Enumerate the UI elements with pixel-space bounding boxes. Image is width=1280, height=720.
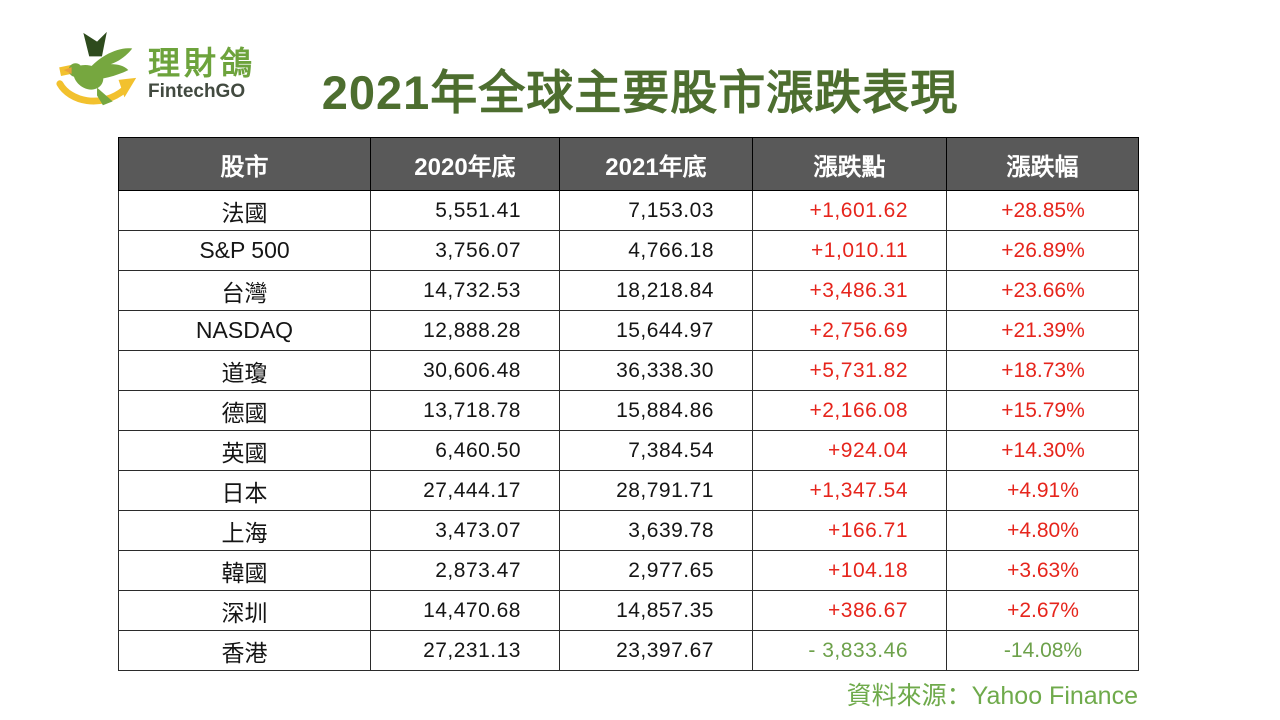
table-row: 道瓊 30,606.48 36,338.30 +5,731.82 +18.73% [118,350,1139,391]
change-pct-value: +2.67% [946,590,1139,631]
change-pct-value: +4.80% [946,510,1139,551]
table-row: 日本 27,444.17 28,791.71 +1,347.54 +4.91% [118,470,1139,511]
market-name: 香港 [118,630,371,671]
change-points-value: +386.67 [752,590,947,631]
brand-name-en: FintechGO [148,81,246,103]
end2020-value: 27,231.13 [370,630,560,671]
end2020-value: 3,473.07 [370,510,560,551]
table-header-row: 股市 2020年底 2021年底 漲跌點 漲跌幅 [118,137,1139,191]
end2021-value: 3,639.78 [559,510,753,551]
data-source-note: 資料來源：Yahoo Finance [846,682,1138,710]
table-row: 韓國 2,873.47 2,977.65 +104.18 +3.63% [118,550,1139,591]
change-pct-value: +3.63% [946,550,1139,591]
change-points-value: +2,166.08 [752,390,947,431]
table-row: 法國 5,551.41 7,153.03 +1,601.62 +28.85% [118,190,1139,231]
table-row: 台灣 14,732.53 18,218.84 +3,486.31 +23.66% [118,270,1139,311]
end2020-value: 2,873.47 [370,550,560,591]
table-row: S&P 500 3,756.07 4,766.18 +1,010.11 +26.… [118,230,1139,271]
end2020-value: 6,460.50 [370,430,560,471]
market-name: 英國 [118,430,371,471]
change-pct-value: +4.91% [946,470,1139,511]
end2021-value: 2,977.65 [559,550,753,591]
end2020-value: 27,444.17 [370,470,560,511]
market-name: NASDAQ [118,310,371,351]
market-table: 股市 2020年底 2021年底 漲跌點 漲跌幅 法國 5,551.41 7,1… [118,137,1139,671]
dove-arrow-icon [54,28,144,121]
change-pct-value: +14.30% [946,430,1139,471]
change-pct-value: +18.73% [946,350,1139,391]
end2020-value: 14,732.53 [370,270,560,311]
change-points-value: +3,486.31 [752,270,947,311]
end2021-value: 15,644.97 [559,310,753,351]
column-header-end2021: 2021年底 [559,137,753,191]
column-header-end2020: 2020年底 [370,137,560,191]
market-name: 深圳 [118,590,371,631]
change-pct-value: +26.89% [946,230,1139,271]
end2020-value: 13,718.78 [370,390,560,431]
end2020-value: 5,551.41 [370,190,560,231]
market-name: S&P 500 [118,230,371,271]
column-header-change-pct: 漲跌幅 [946,137,1139,191]
end2021-value: 18,218.84 [559,270,753,311]
page-title: 2021年全球主要股市漲跌表現 [321,66,959,119]
market-name: 日本 [118,470,371,511]
logo-text: 理財鴿 FintechGO [148,44,257,103]
end2021-value: 23,397.67 [559,630,753,671]
end2020-value: 30,606.48 [370,350,560,391]
change-points-value: +104.18 [752,550,947,591]
end2021-value: 7,153.03 [559,190,753,231]
table-row: NASDAQ 12,888.28 15,644.97 +2,756.69 +21… [118,310,1139,351]
market-name: 韓國 [118,550,371,591]
change-points-value: +1,601.62 [752,190,947,231]
market-name: 法國 [118,190,371,231]
change-pct-value: +23.66% [946,270,1139,311]
column-header-change-points: 漲跌點 [752,137,947,191]
table-row: 英國 6,460.50 7,384.54 +924.04 +14.30% [118,430,1139,471]
end2021-value: 7,384.54 [559,430,753,471]
column-header-market: 股市 [118,137,371,191]
table-row: 上海 3,473.07 3,639.78 +166.71 +4.80% [118,510,1139,551]
table-row: 德國 13,718.78 15,884.86 +2,166.08 +15.79% [118,390,1139,431]
end2021-value: 14,857.35 [559,590,753,631]
change-points-value: +166.71 [752,510,947,551]
change-points-value: +5,731.82 [752,350,947,391]
market-name: 上海 [118,510,371,551]
change-points-value: - 3,833.46 [752,630,947,671]
market-name: 道瓊 [118,350,371,391]
logo: 理財鴿 FintechGO [54,28,256,121]
market-name: 台灣 [118,270,371,311]
change-pct-value: +21.39% [946,310,1139,351]
end2021-value: 15,884.86 [559,390,753,431]
brand-name-zh: 理財鴿 [148,44,257,81]
change-pct-value: +28.85% [946,190,1139,231]
market-name: 德國 [118,390,371,431]
table-row: 香港 27,231.13 23,397.67 - 3,833.46 -14.08… [118,630,1139,671]
change-points-value: +2,756.69 [752,310,947,351]
end2021-value: 4,766.18 [559,230,753,271]
change-points-value: +924.04 [752,430,947,471]
end2020-value: 12,888.28 [370,310,560,351]
change-pct-value: +15.79% [946,390,1139,431]
end2020-value: 14,470.68 [370,590,560,631]
table-row: 深圳 14,470.68 14,857.35 +386.67 +2.67% [118,590,1139,631]
change-points-value: +1,010.11 [752,230,947,271]
change-pct-value: -14.08% [946,630,1139,671]
end2021-value: 28,791.71 [559,470,753,511]
end2020-value: 3,756.07 [370,230,560,271]
change-points-value: +1,347.54 [752,470,947,511]
end2021-value: 36,338.30 [559,350,753,391]
